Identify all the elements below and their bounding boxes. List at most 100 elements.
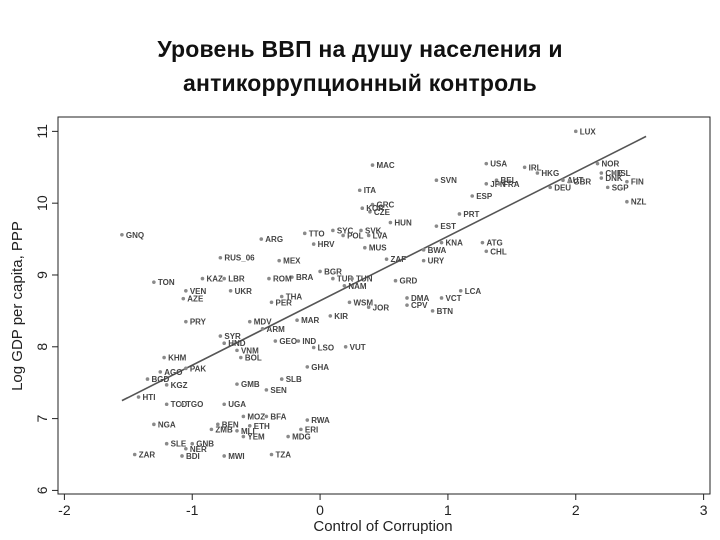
data-point-cze bbox=[368, 209, 372, 214]
data-label-jor: JOR bbox=[373, 303, 390, 312]
data-point-ita bbox=[357, 188, 362, 193]
data-label-sle: SLE bbox=[171, 440, 187, 449]
data-label-kna: KNA bbox=[446, 239, 464, 248]
data-point-tha bbox=[279, 294, 284, 299]
data-label-mus: MUS bbox=[369, 244, 387, 253]
data-point-che bbox=[599, 171, 604, 175]
data-point-eri bbox=[299, 427, 303, 432]
data-label-kir: KIR bbox=[334, 312, 348, 321]
y-tick-label-1: 7 bbox=[34, 414, 50, 422]
data-point-sen bbox=[264, 388, 269, 392]
data-point-tcd bbox=[164, 402, 169, 407]
data-point-grd bbox=[393, 278, 398, 283]
data-label-tur: TUR bbox=[337, 275, 354, 284]
data-point-kgz bbox=[164, 383, 169, 387]
data-label-lso: LSO bbox=[318, 344, 334, 353]
data-point-lbr bbox=[222, 276, 226, 281]
data-label-kor: KOR bbox=[366, 204, 384, 213]
data-point-tza bbox=[269, 452, 274, 457]
data-label-ukr: UKR bbox=[235, 287, 253, 296]
data-label-rwa: RWA bbox=[311, 416, 330, 425]
data-point-rus_06 bbox=[218, 255, 223, 260]
data-point-bra bbox=[290, 275, 294, 279]
data-point-nga bbox=[152, 422, 156, 427]
data-label-tgo: TGO bbox=[186, 400, 203, 409]
data-label-tcd: TCD bbox=[171, 400, 188, 409]
data-label-mdg: MDG bbox=[292, 433, 311, 442]
data-point-ven bbox=[184, 288, 188, 293]
data-point-pry bbox=[184, 319, 188, 324]
data-point-gbr bbox=[567, 179, 572, 184]
data-point-jor bbox=[366, 305, 371, 310]
data-label-usa: USA bbox=[490, 160, 507, 169]
data-point-bwa bbox=[421, 248, 426, 252]
x-tick-label-5: 3 bbox=[700, 502, 708, 518]
data-point-pol bbox=[341, 233, 345, 238]
data-point-rom bbox=[267, 276, 271, 281]
data-point-lux bbox=[573, 129, 578, 134]
data-point-mwi bbox=[222, 454, 226, 458]
data-point-ind bbox=[296, 339, 301, 343]
data-label-gha: GHA bbox=[311, 363, 329, 372]
data-label-sgp: SGP bbox=[612, 183, 630, 192]
data-point-ton bbox=[152, 280, 156, 284]
data-point-aut bbox=[561, 178, 565, 182]
slide-title-line-2: антикоррупционный контроль bbox=[183, 70, 537, 96]
data-label-svk: SVK bbox=[365, 226, 382, 235]
data-point-moz bbox=[241, 414, 246, 419]
data-point-sle bbox=[164, 441, 169, 446]
data-label-zar: ZAR bbox=[139, 451, 156, 460]
data-label-vut: VUT bbox=[350, 343, 366, 352]
plot-frame bbox=[57, 116, 711, 495]
data-point-ury bbox=[421, 258, 426, 263]
slide-title-line-1: Уровень ВВП на душу населения и bbox=[157, 36, 563, 62]
data-point-tto bbox=[302, 231, 307, 236]
data-label-hkg: HKG bbox=[541, 169, 559, 178]
data-point-kaz bbox=[200, 276, 205, 281]
data-point-isl bbox=[612, 171, 616, 175]
data-label-bol: BOL bbox=[245, 354, 262, 363]
data-point-mac bbox=[370, 163, 375, 167]
data-label-svn: SVN bbox=[440, 176, 457, 185]
x-tick-label-0: -2 bbox=[58, 502, 71, 518]
data-label-bel: BEL bbox=[501, 176, 517, 185]
data-point-bel bbox=[494, 178, 499, 182]
data-label-ago: AGO bbox=[164, 368, 182, 377]
data-label-arg: ARG bbox=[265, 235, 283, 244]
data-label-grc: GRC bbox=[376, 201, 394, 210]
data-point-atg bbox=[480, 240, 485, 245]
data-label-arm: ARM bbox=[267, 325, 286, 334]
data-point-yem bbox=[241, 434, 246, 439]
data-point-ben bbox=[216, 422, 220, 427]
x-axis-title: Control of Corruption bbox=[313, 518, 452, 535]
data-point-dma bbox=[405, 296, 409, 300]
data-label-lux: LUX bbox=[580, 127, 597, 136]
data-point-zmb bbox=[209, 427, 214, 432]
data-label-hti: HTI bbox=[143, 393, 156, 402]
data-label-moz: MOZ bbox=[247, 412, 265, 421]
data-label-cze: CZE bbox=[374, 208, 391, 217]
data-point-tun bbox=[350, 276, 354, 281]
data-label-syr: SYR bbox=[224, 332, 241, 341]
data-label-dnk: DNK bbox=[605, 174, 623, 183]
data-point-est bbox=[434, 224, 439, 228]
data-point-svk bbox=[359, 228, 363, 233]
data-label-ton: TON bbox=[158, 278, 175, 287]
fit-line-group bbox=[121, 135, 647, 402]
data-label-hrv: HRV bbox=[318, 240, 335, 249]
data-label-bra: BRA bbox=[296, 273, 314, 282]
data-point-svn bbox=[434, 178, 439, 182]
data-point-gmb bbox=[235, 382, 239, 386]
data-label-eri: ERI bbox=[305, 425, 318, 434]
data-label-lbr: LBR bbox=[228, 275, 245, 284]
y-tick-label-0: 6 bbox=[34, 486, 50, 494]
data-point-prt bbox=[457, 212, 462, 216]
data-label-deu: DEU bbox=[554, 183, 571, 192]
data-label-mli: MLI bbox=[241, 427, 255, 436]
data-point-mex bbox=[277, 258, 281, 263]
data-points: LUXNORUSAIRLHKGCHEISLBELJPNFRADEUAUTGBRD… bbox=[120, 127, 647, 461]
data-label-bwa: BWA bbox=[428, 246, 447, 255]
data-label-eth: ETH bbox=[254, 422, 270, 431]
data-label-slb: SLB bbox=[286, 375, 302, 384]
data-point-bfa bbox=[264, 414, 269, 419]
